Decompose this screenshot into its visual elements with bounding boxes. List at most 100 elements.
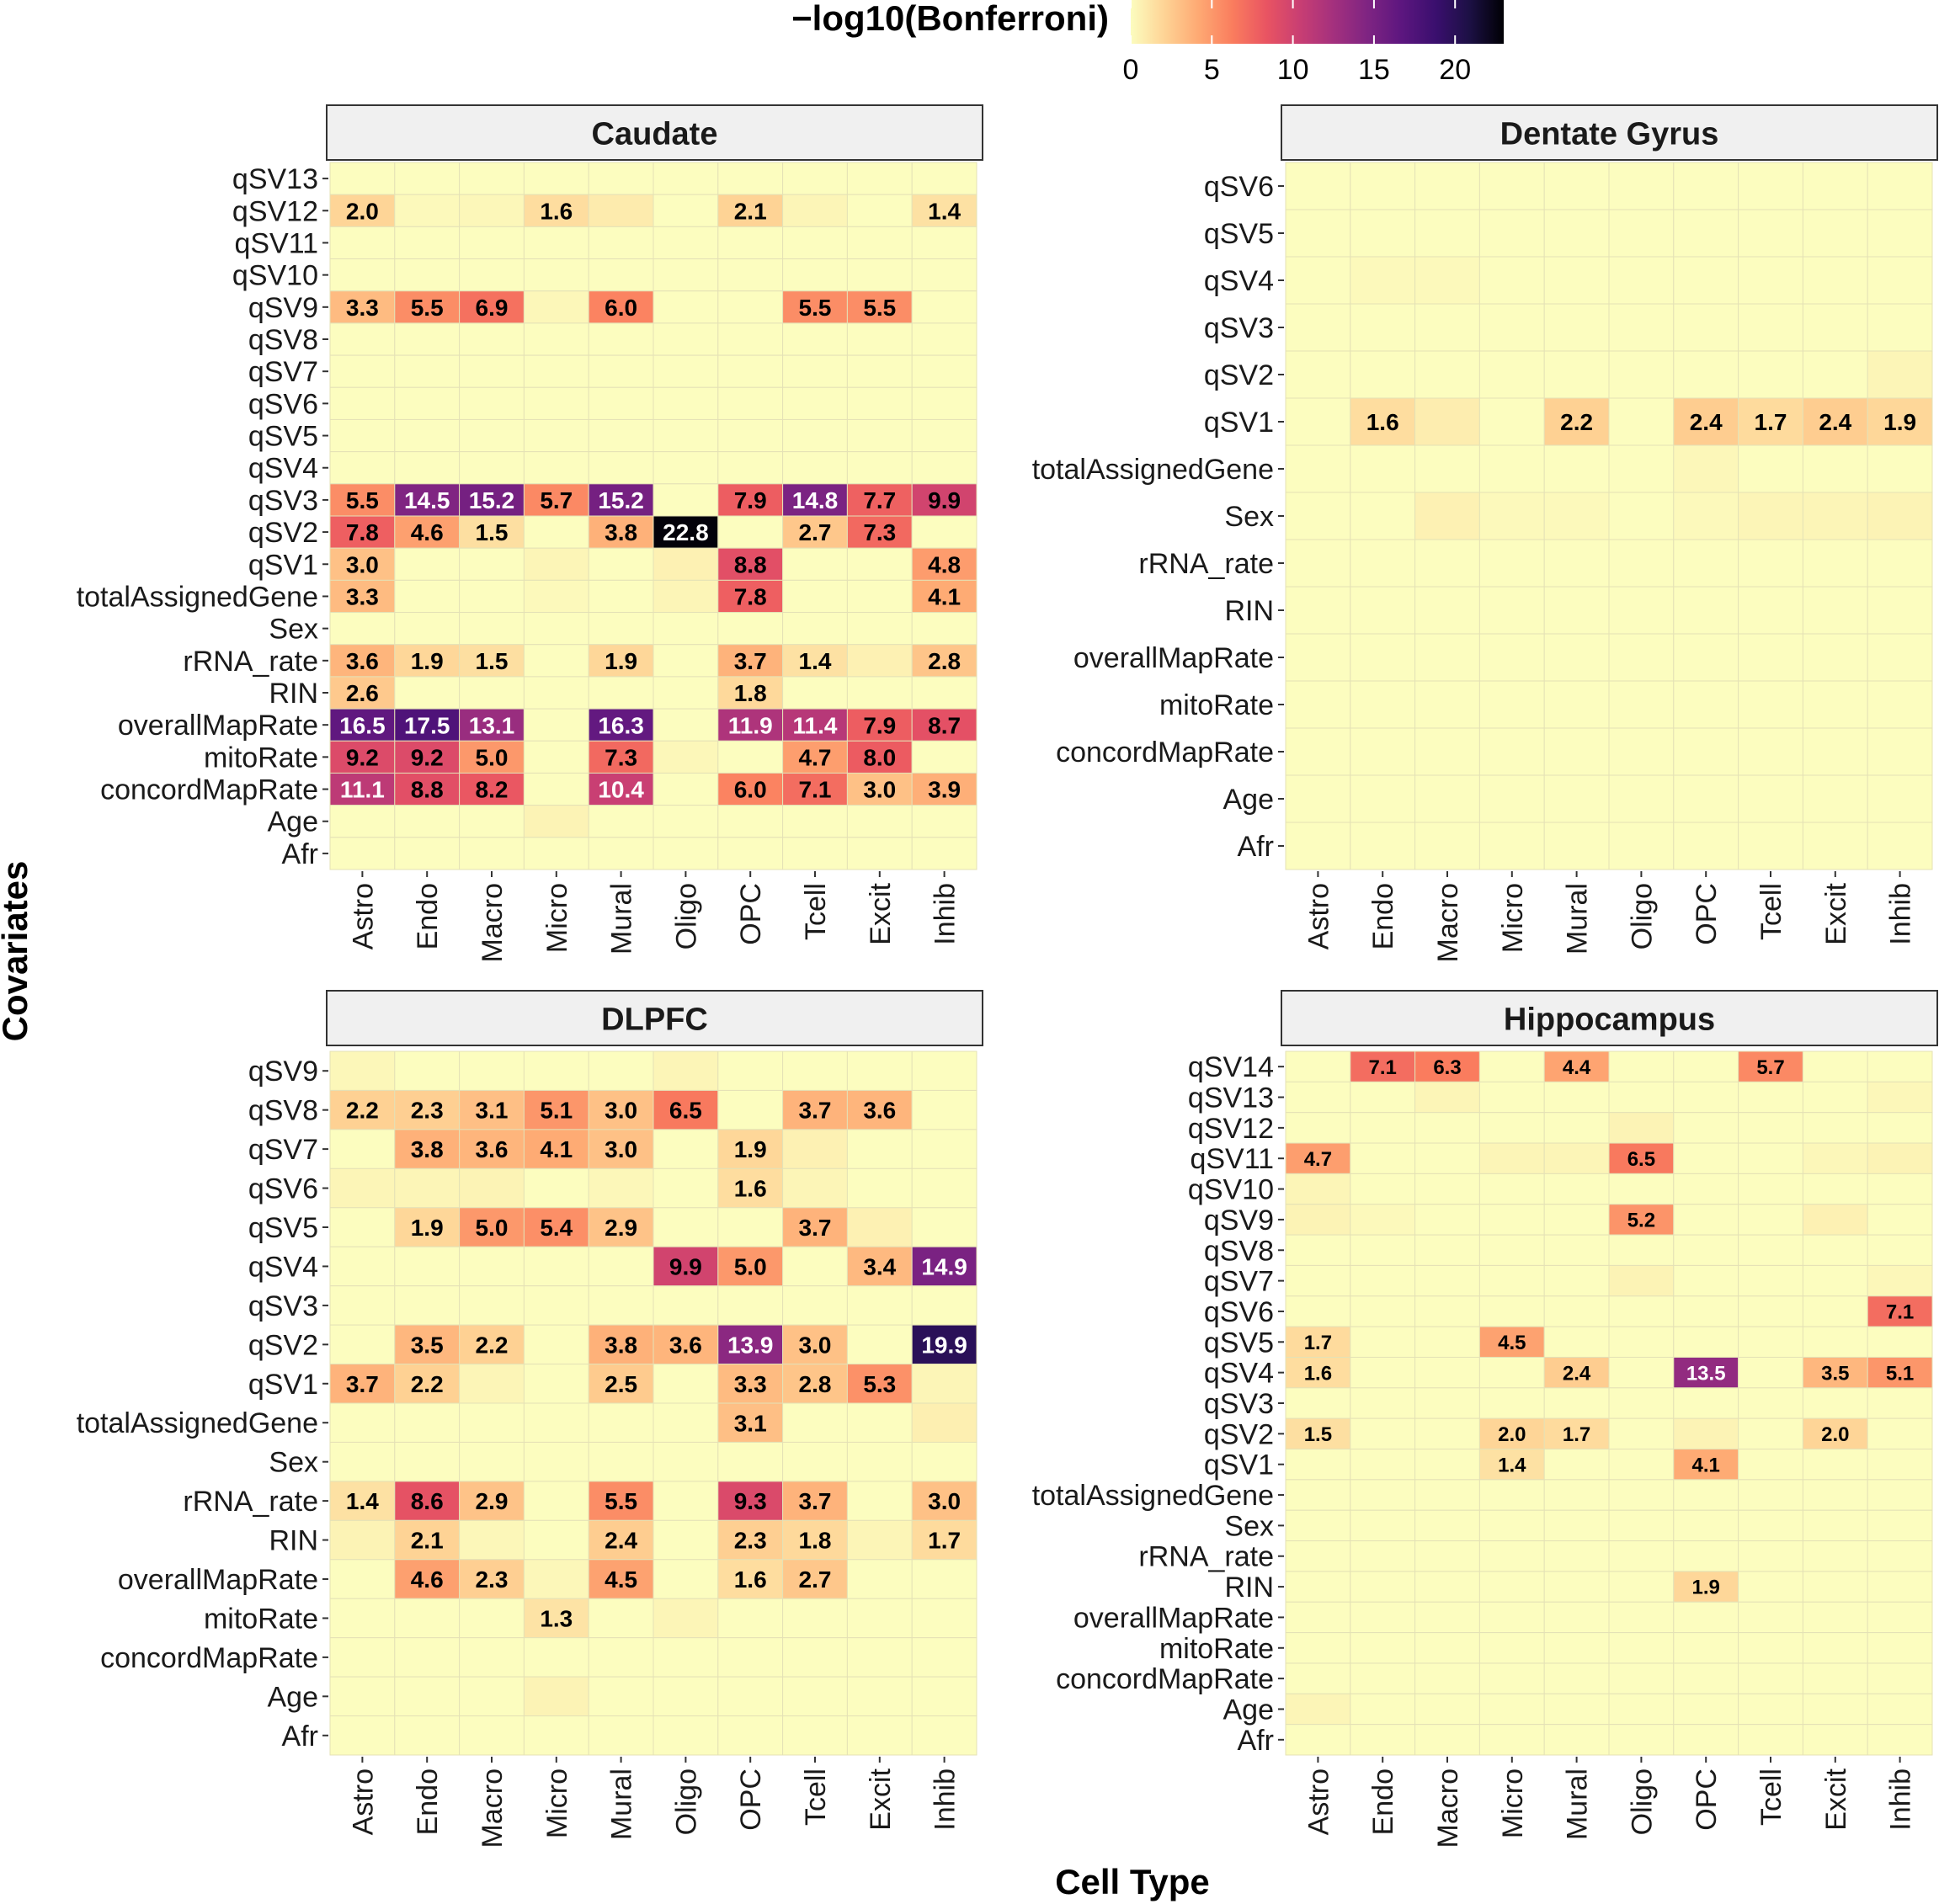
heatmap-cell — [394, 644, 461, 678]
heatmap-cell — [1478, 1173, 1545, 1205]
cell-value-label: 9.3 — [734, 1488, 767, 1514]
heatmap-cell — [523, 837, 589, 870]
heatmap-cell — [1673, 350, 1739, 399]
heatmap-cell — [846, 418, 913, 453]
heatmap-cell — [1738, 256, 1803, 305]
heatmap-cell — [717, 1637, 784, 1678]
row-label: Age — [1223, 1694, 1275, 1726]
heatmap-cell — [1414, 256, 1480, 305]
heatmap-cell — [846, 1285, 913, 1326]
heatmap-cell — [782, 354, 848, 388]
heatmap-cell — [1478, 1601, 1545, 1634]
column-label: OPC — [735, 1768, 767, 1831]
column-label: Mural — [1562, 1768, 1594, 1840]
heatmap-cell — [782, 740, 848, 774]
heatmap-cell — [782, 1637, 848, 1678]
heatmap-cell — [1738, 1479, 1803, 1511]
heatmap-cell — [1350, 162, 1416, 210]
heatmap-cell — [1802, 1142, 1868, 1174]
heatmap-cell — [1350, 727, 1416, 776]
heatmap-cell — [653, 1364, 719, 1404]
heatmap-cell — [846, 1441, 913, 1482]
heatmap-cell — [459, 162, 525, 195]
heatmap-cell — [1802, 162, 1868, 210]
heatmap-cell — [911, 1129, 977, 1169]
row-label: qSV8 — [248, 324, 318, 356]
heatmap-cell — [1414, 1295, 1480, 1327]
heatmap-cell — [717, 547, 784, 581]
row-label: totalAssignedGene — [77, 1407, 318, 1439]
heatmap-cell — [523, 1402, 589, 1443]
heatmap-cell — [1414, 1632, 1480, 1664]
heatmap-cell — [394, 322, 461, 356]
cell-value-label: 2.3 — [411, 1098, 444, 1124]
row-label: mitoRate — [204, 742, 318, 774]
heatmap-cell — [459, 676, 525, 710]
heatmap-cell — [717, 1246, 784, 1287]
heatmap-cell — [1608, 822, 1675, 870]
heatmap-cell — [1608, 397, 1675, 446]
row-label: qSV5 — [1204, 1327, 1274, 1359]
heatmap-cell — [1543, 1173, 1610, 1205]
heatmap-cell — [394, 1715, 461, 1756]
cell-value-label: 2.3 — [476, 1566, 509, 1593]
heatmap-cell — [1478, 774, 1545, 823]
heatmap-cell — [782, 1598, 848, 1639]
heatmap-cell — [1543, 1356, 1610, 1389]
cell-value-label: 14.9 — [921, 1254, 967, 1280]
heatmap-cell — [459, 708, 525, 742]
heatmap-cell — [523, 579, 589, 614]
heatmap-cell — [1608, 1601, 1675, 1634]
heatmap-cell — [1478, 1081, 1545, 1114]
cell-value-label: 2.6 — [346, 680, 379, 706]
heatmap-cell — [329, 1519, 396, 1561]
cell-value-label: 14.5 — [404, 487, 450, 513]
heatmap-cell — [1673, 586, 1739, 635]
heatmap-cell — [329, 322, 396, 356]
heatmap-cell — [1543, 822, 1610, 870]
heatmap-cell — [1350, 1417, 1416, 1450]
heatmap-cell — [1285, 1173, 1351, 1205]
heatmap-cell — [1738, 1509, 1803, 1542]
heatmap-cell — [1608, 1724, 1675, 1756]
cell-value-label: 3.5 — [411, 1332, 444, 1358]
heatmap-cell — [523, 1559, 589, 1599]
heatmap-cell — [523, 1285, 589, 1326]
heatmap-cell — [846, 1246, 913, 1287]
row-label: qSV12 — [1188, 1113, 1274, 1145]
heatmap-cell — [653, 1207, 719, 1247]
cell-value-label: 3.0 — [799, 1332, 832, 1358]
heatmap-cell — [394, 451, 461, 485]
heatmap-cell — [1478, 727, 1545, 776]
heatmap-cell — [653, 805, 719, 838]
heatmap-cell — [782, 1285, 848, 1326]
cell-value-label: 4.1 — [540, 1136, 573, 1162]
heatmap-cell — [1867, 1662, 1933, 1694]
heatmap-cell — [1867, 1693, 1933, 1726]
heatmap-cell — [1285, 1387, 1351, 1419]
row-label: qSV1 — [248, 549, 318, 581]
heatmap-cell — [329, 1715, 396, 1756]
heatmap-cell — [1867, 444, 1933, 493]
heatmap-cell — [329, 1246, 396, 1287]
heatmap-cell — [394, 1324, 461, 1365]
heatmap-cell — [1738, 1540, 1803, 1572]
heatmap-cell — [1350, 1479, 1416, 1511]
cell-value-label: 11.9 — [728, 712, 773, 738]
cell-value-label: 10.4 — [598, 777, 644, 803]
heatmap-cell — [653, 1129, 719, 1169]
heatmap-cell — [1478, 1724, 1545, 1756]
cell-value-label: 2.7 — [799, 519, 832, 545]
heatmap-cell — [846, 1559, 913, 1599]
row-label: qSV8 — [1204, 1235, 1274, 1267]
heatmap-cell — [1350, 303, 1416, 352]
row-label: Sex — [269, 614, 318, 646]
row-label: qSV1 — [248, 1369, 318, 1401]
cell-value-label: 1.9 — [411, 648, 444, 674]
heatmap-cell — [911, 1364, 977, 1404]
heatmap-cell — [588, 1285, 654, 1326]
heatmap-cell — [329, 386, 396, 420]
heatmap-cell — [1867, 1142, 1933, 1174]
heatmap-cell — [717, 1676, 784, 1717]
